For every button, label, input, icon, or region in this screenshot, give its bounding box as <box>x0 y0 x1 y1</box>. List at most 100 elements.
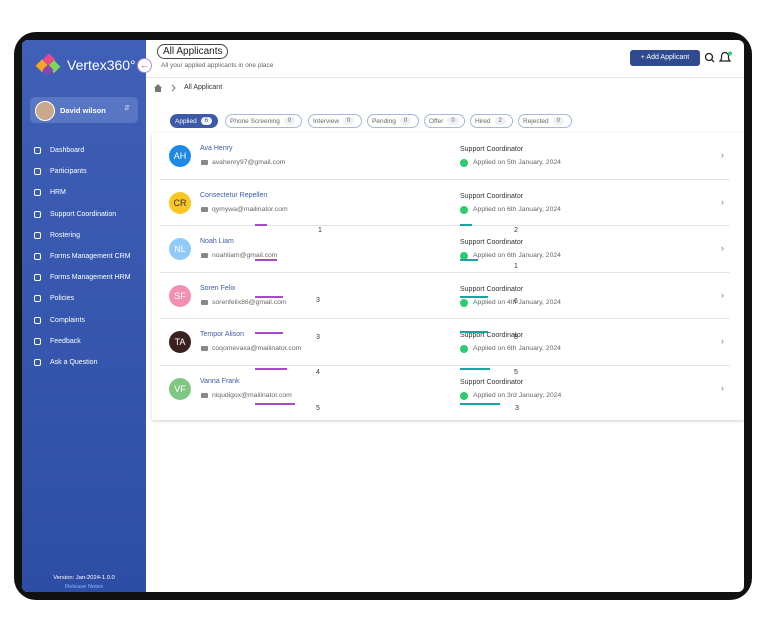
tab-label: Interview <box>313 117 340 125</box>
applied-date: Applied on 6th January, 2024 <box>473 345 561 353</box>
tab-count: 0 <box>343 117 355 125</box>
row-divider <box>160 365 730 366</box>
row-chevron[interactable]: › <box>721 336 724 347</box>
avatar: NL <box>169 238 191 261</box>
tab[interactable]: Interview 0 <box>308 114 362 128</box>
mail-icon <box>201 206 208 212</box>
tab-count: 2 <box>494 117 506 125</box>
row-divider <box>160 225 730 227</box>
collapse-button[interactable]: ← <box>137 58 152 73</box>
release-notes[interactable]: Release Notes <box>64 584 104 590</box>
mail-icon <box>201 299 208 305</box>
applicant-email: avahenry97@gmail.com <box>212 159 286 166</box>
nav-icon <box>34 295 41 302</box>
annotation-underline <box>460 403 500 405</box>
nav-item[interactable]: HRM <box>50 189 66 196</box>
applied-date: Applied on 6th January, 2024 <box>473 205 561 213</box>
nav-item[interactable]: Complaints <box>50 317 86 324</box>
tab[interactable]: Offer 0 <box>424 114 465 128</box>
applied-date: Applied on 6th January, 2024 <box>473 252 561 260</box>
annotation-number: 1 <box>318 227 322 234</box>
nav-icon <box>34 147 41 154</box>
nav-icon <box>34 232 41 239</box>
tab[interactable]: Applied 6 <box>170 114 218 128</box>
mail-icon <box>201 346 208 352</box>
check-icon <box>460 298 468 307</box>
tab-count: 0 <box>447 117 459 125</box>
check-icon <box>460 252 468 261</box>
tab-label: Offer <box>429 117 444 125</box>
applicant-name[interactable]: Ava Henry <box>200 145 233 152</box>
tab-count: 0 <box>283 117 296 125</box>
annotation-underline <box>460 296 488 298</box>
applied-date: Applied on 3rd January, 2024 <box>473 392 562 399</box>
tab[interactable]: Rejected 0 <box>518 114 572 128</box>
tab[interactable]: Pending 0 <box>367 114 419 128</box>
nav-icon <box>34 359 41 366</box>
annotation-underline <box>255 224 267 226</box>
nav-item[interactable]: Policies <box>50 295 75 302</box>
applicant-email: qymywa@mailinator.com <box>212 205 288 213</box>
nav-item[interactable]: Rostering <box>50 232 80 239</box>
annotation-number: 3 <box>316 297 320 304</box>
applicant-name[interactable]: Consectetur Repellen <box>200 191 268 199</box>
nav-icon <box>34 274 41 281</box>
nav-icon <box>34 211 41 218</box>
add-applicant-button[interactable]: + Add Applicant <box>630 50 700 66</box>
tab-label: Phone Screening <box>230 117 280 125</box>
applicant-name[interactable]: Soren Felix <box>200 284 236 292</box>
check-icon <box>460 205 468 214</box>
avatar: AH <box>169 145 191 167</box>
page-title: All Applicants <box>157 44 229 59</box>
row-chevron[interactable]: › <box>721 383 724 393</box>
nav-item[interactable]: Dashboard <box>50 147 85 154</box>
annotation-number: 3 <box>316 334 320 341</box>
annotation-underline <box>255 259 277 261</box>
applicant-role: Support Coordinator <box>460 146 524 153</box>
nav-item[interactable]: Forms Management HRM <box>50 274 131 281</box>
nav-item[interactable]: Participants <box>50 168 87 175</box>
applicant-card <box>152 133 744 420</box>
annotation-underline <box>255 332 283 334</box>
tab[interactable]: Hired 2 <box>470 114 513 128</box>
applicant-email: noahliam@gmail.com <box>212 252 278 260</box>
row-chevron[interactable]: › <box>721 243 724 254</box>
annotation-number: 6 <box>514 298 518 305</box>
applied-date: Applied on 4th January, 2024 <box>473 298 561 306</box>
nav-item[interactable]: Ask a Question <box>50 359 98 366</box>
annotation-number: 2 <box>514 227 518 234</box>
applicant-name[interactable]: Vanna Frank <box>200 378 240 385</box>
mail-icon <box>201 160 208 165</box>
annotation-underline <box>255 403 295 405</box>
avatar: VF <box>169 378 191 400</box>
nav-icon <box>34 168 41 175</box>
nav-item[interactable]: Feedback <box>50 338 81 345</box>
tab-label: Applied <box>175 117 197 125</box>
applicant-name[interactable]: Noah Liam <box>200 238 234 246</box>
applicant-role: Support Coordinator <box>460 285 524 293</box>
user-name: David wilson <box>60 106 106 115</box>
mail-icon <box>201 253 208 259</box>
check-icon <box>460 159 468 167</box>
row-chevron[interactable]: › <box>721 289 724 300</box>
mail-icon <box>201 393 208 398</box>
applicant-name[interactable]: Tempor Alison <box>200 331 244 339</box>
row-divider <box>160 271 730 273</box>
tab[interactable]: Phone Screening 0 <box>225 114 302 128</box>
row-chevron[interactable]: › <box>721 150 724 160</box>
applied-date: Applied on 5th January, 2024 <box>473 159 561 166</box>
avatar: TA <box>169 331 191 354</box>
version: Version: Jan-2024-1.0.0 <box>53 575 115 581</box>
user-avatar <box>35 101 55 121</box>
page-subtitle: All your applied applicants in one place <box>161 62 274 69</box>
row-chevron[interactable]: › <box>721 196 724 207</box>
nav-icon <box>34 189 41 196</box>
logo <box>36 53 61 76</box>
tab-count: 0 <box>399 117 412 125</box>
annotation-number: 4 <box>316 369 320 376</box>
annotation-underline <box>460 259 478 261</box>
nav-item[interactable]: Support Coordination <box>50 211 117 218</box>
nav-item[interactable]: Forms Management CRM <box>50 253 131 260</box>
check-icon <box>460 392 468 400</box>
